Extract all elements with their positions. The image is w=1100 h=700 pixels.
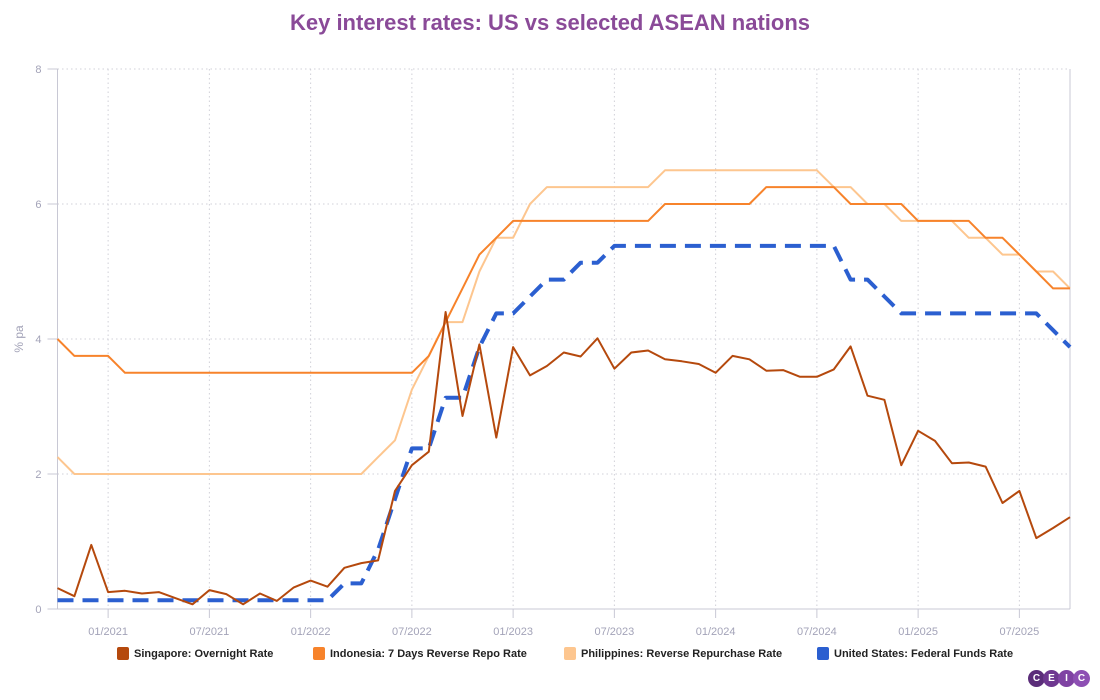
- legend-item-united-states[interactable]: United States: Federal Funds Rate: [817, 647, 1013, 660]
- logo-letter: C: [1073, 670, 1090, 687]
- legend-label: Singapore: Overnight Rate: [134, 647, 274, 660]
- x-tick-label: 07/2021: [189, 626, 229, 638]
- logo-letter: I: [1058, 670, 1075, 687]
- y-tick-label: 6: [35, 199, 41, 211]
- y-tick-label: 4: [35, 334, 41, 346]
- x-tick-label: 01/2025: [898, 626, 938, 638]
- legend-label: Philippines: Reverse Repurchase Rate: [581, 647, 783, 660]
- legend-swatch: [564, 647, 576, 660]
- x-tick-label: 07/2025: [999, 626, 1039, 638]
- series-line-indonesia: [56, 186, 1070, 374]
- x-tick-label: 01/2023: [493, 626, 533, 638]
- legend: Singapore: Overnight Rate Indonesia: 7 D…: [0, 647, 1100, 667]
- y-tick-label: 2: [35, 469, 41, 481]
- x-tick-label: 07/2024: [797, 626, 837, 638]
- x-tick-label: 01/2022: [291, 626, 331, 638]
- series-line-singapore: [57, 311, 1071, 606]
- y-axis-label: % pa: [12, 325, 26, 353]
- y-tick-label: 8: [35, 64, 41, 76]
- legend-label: Indonesia: 7 Days Reverse Repo Rate: [330, 647, 527, 660]
- x-tick-label: 07/2023: [594, 626, 634, 638]
- legend-swatch: [313, 647, 325, 660]
- legend-swatch: [117, 647, 129, 660]
- legend-label: United States: Federal Funds Rate: [834, 647, 1014, 660]
- x-tick-label: 01/2021: [88, 626, 128, 638]
- legend-item-singapore[interactable]: Singapore: Overnight Rate: [117, 647, 273, 660]
- ceic-logo: C E I C: [1028, 670, 1090, 687]
- series-line-philippines: [56, 169, 1071, 475]
- legend-item-indonesia[interactable]: Indonesia: 7 Days Reverse Repo Rate: [313, 647, 527, 660]
- legend-item-philippines[interactable]: Philippines: Reverse Repurchase Rate: [564, 647, 782, 660]
- y-tick-label: 0: [35, 604, 41, 616]
- logo-letter: C: [1028, 670, 1045, 687]
- legend-swatch: [817, 647, 829, 660]
- series-line-united-states: [57, 243, 1072, 603]
- chart-title: Key interest rates: US vs selected ASEAN…: [289, 10, 811, 35]
- line-chart: 0 2 4 6 8 01/2021 07/2021 01/2022 07/2022 01/2023…: [12, 64, 1072, 638]
- x-tick-label: 07/2022: [392, 626, 432, 638]
- x-tick-label: 01/2024: [696, 626, 736, 638]
- logo-letter: E: [1043, 670, 1060, 687]
